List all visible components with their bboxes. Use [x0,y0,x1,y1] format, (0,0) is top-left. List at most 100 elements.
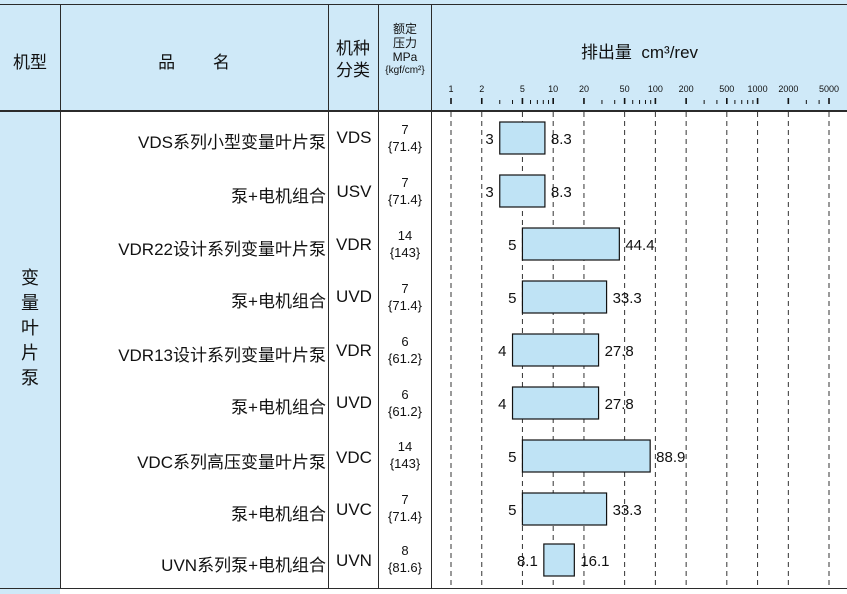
product-name: 泵+电机组合 [231,505,326,524]
header-model: 机型 [13,53,47,72]
category-char: 变 [21,268,39,288]
model-code: UVD [336,393,372,412]
bar-max-label: 88.9 [656,449,685,466]
model-code: VDR [336,341,372,360]
x-tick-label: 100 [648,84,663,94]
category-band [0,110,60,594]
range-bar [511,333,600,367]
product-name: VDS系列小型变量叶片泵 [138,133,326,152]
category-char: 泵 [21,368,39,388]
bar-max-label: 33.3 [613,290,642,307]
header-pressure-line3: MPa [392,50,418,64]
x-tick-label: 50 [620,84,630,94]
product-name: VDR13设计系列变量叶片泵 [118,346,326,365]
pressure-mpa: 6 [401,387,409,402]
range-bar [511,386,600,420]
pressure-mpa: 7 [401,122,409,137]
bar-min-label: 5 [508,502,516,519]
pressure-cell: 7 {71.4} [379,280,431,314]
range-bar [499,121,546,155]
pressure-kgf: {143} [389,456,421,471]
range-bar [521,280,608,314]
bar-min-label: 4 [498,343,506,360]
product-name: 泵+电机组合 [231,398,326,417]
bar-min-label: 5 [508,449,516,466]
header-name: 品 名 [158,53,230,72]
bar-min-label: 3 [485,184,493,201]
grid-line-top [0,4,847,5]
x-tick-label: 10 [548,84,558,94]
grid-line-bottom [0,588,847,589]
header-band [0,0,847,110]
x-tick-label: 5 [520,84,525,94]
model-code: VDC [336,448,372,467]
bar-max-label: 8.3 [551,184,572,201]
header-type: 机种 分类 [329,38,377,82]
pressure-cell: 7 {71.4} [379,174,431,208]
bar-min-label: 5 [508,290,516,307]
model-code: VDR [336,235,372,254]
header-pressure-line1: 额定 [392,22,417,36]
category-char: 叶 [21,318,39,338]
range-bar [521,492,608,526]
pressure-kgf: {71.4} [388,298,422,313]
pressure-kgf: {71.4} [388,139,422,154]
pressure-cell: 7 {71.4} [379,491,431,525]
pressure-mpa: 6 [401,334,409,349]
pressure-kgf: {143} [389,245,421,260]
bar-max-label: 33.3 [613,502,642,519]
grid-line-col3 [378,4,379,589]
pressure-cell: 14 {143} [379,227,431,261]
range-bar [521,439,651,473]
bar-max-label: 8.3 [551,131,572,148]
product-name: 泵+电机组合 [231,187,326,206]
bar-max-label: 27.8 [605,396,634,413]
bar-min-label: 4 [498,396,506,413]
x-tick-label: 1000 [748,84,768,94]
product-name: VDC系列高压变量叶片泵 [137,453,326,472]
bar-min-label: 8.1 [517,553,538,570]
range-bar [499,174,546,208]
header-pressure-line2: 压力 [392,36,417,50]
range-bar [543,543,575,577]
pressure-cell: 6 {61.2} [379,386,431,420]
model-code: VDS [336,128,372,147]
pressure-kgf: {71.4} [388,509,422,524]
grid-line-header [0,110,847,112]
range-bar [521,227,620,261]
x-tick-label: 1 [448,84,453,94]
grid-line-col1 [60,4,61,589]
pressure-mpa: 7 [401,175,409,190]
x-tick-label: 20 [579,84,589,94]
pressure-mpa: 14 [397,439,413,454]
header-type-line1: 机种 [336,39,370,58]
model-code: USV [336,182,372,201]
x-tick-label: 5000 [819,84,839,94]
model-code: UVC [336,500,372,519]
pressure-cell: 6 {61.2} [379,333,431,367]
model-code: UVD [336,287,372,306]
header-type-line2: 分类 [336,61,370,80]
bar-min-label: 5 [508,237,516,254]
product-name: 泵+电机组合 [231,292,326,311]
grid-line-col2 [328,4,329,589]
pressure-kgf: {61.2} [388,351,422,366]
bar-max-label: 27.8 [605,343,634,360]
pressure-cell: 7 {71.4} [379,121,431,155]
product-name: VDR22设计系列变量叶片泵 [118,240,326,259]
bar-max-label: 44.4 [625,237,654,254]
x-tick-label: 2 [479,84,484,94]
pressure-kgf: {71.4} [388,192,422,207]
bar-max-label: 16.1 [580,553,609,570]
category-char: 片 [21,343,39,363]
pressure-cell: 8 {81.6} [379,542,431,576]
chart-title: 排出量 cm³/rev [580,43,699,62]
pressure-mpa: 14 [397,228,413,243]
pressure-mpa: 8 [401,543,409,558]
x-tick-label: 200 [679,84,694,94]
pressure-mpa: 7 [401,492,409,507]
category-char: 量 [21,293,39,313]
product-name: UVN系列泵+电机组合 [161,556,326,575]
pressure-cell: 14 {143} [379,438,431,472]
x-tick-label: 500 [719,84,734,94]
